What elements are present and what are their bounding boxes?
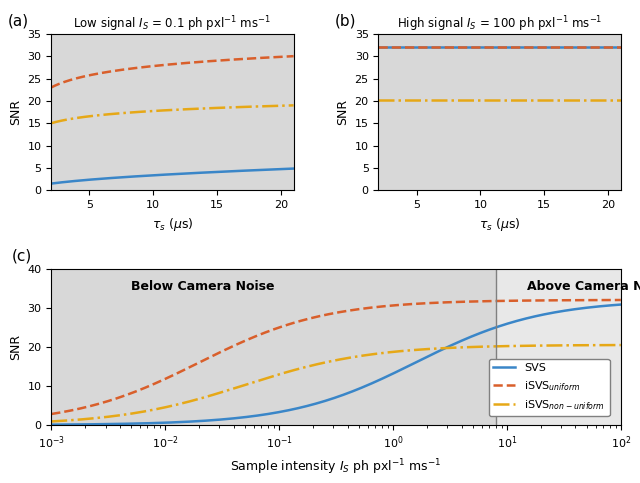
iSVS$_{non-uniform}$ bbox=[47, 419, 55, 425]
iSVS$_{uniform}$ bbox=[387, 303, 394, 309]
iSVS$_{non-uniform}$ bbox=[387, 349, 394, 355]
X-axis label: Sample intensity $I_S$ ph pxl$^{-1}$ ms$^{-1}$: Sample intensity $I_S$ ph pxl$^{-1}$ ms$… bbox=[230, 457, 442, 477]
Title: High signal $I_S$ = 100 ph pxl$^{-1}$ ms$^{-1}$: High signal $I_S$ = 100 ph pxl$^{-1}$ ms… bbox=[397, 14, 602, 34]
Y-axis label: SNR: SNR bbox=[336, 99, 349, 125]
Bar bbox=[496, 269, 621, 425]
SVS bbox=[617, 302, 625, 308]
X-axis label: $\tau_s$ ($\mu$s): $\tau_s$ ($\mu$s) bbox=[479, 215, 520, 233]
iSVS$_{uniform}$ bbox=[318, 313, 326, 319]
SVS bbox=[387, 372, 394, 378]
iSVS$_{non-uniform}$ bbox=[514, 343, 522, 349]
SVS bbox=[47, 422, 55, 427]
iSVS$_{non-uniform}$ bbox=[356, 353, 364, 359]
Line: iSVS$_{non-uniform}$: iSVS$_{non-uniform}$ bbox=[51, 345, 621, 422]
Title: Low signal $I_S$ = 0.1 ph pxl$^{-1}$ ms$^{-1}$: Low signal $I_S$ = 0.1 ph pxl$^{-1}$ ms$… bbox=[74, 14, 271, 34]
SVS bbox=[321, 398, 329, 404]
Y-axis label: SNR: SNR bbox=[9, 99, 22, 125]
iSVS$_{non-uniform}$ bbox=[321, 359, 329, 365]
SVS bbox=[514, 318, 522, 324]
iSVS$_{uniform}$ bbox=[604, 297, 611, 303]
Y-axis label: SNR: SNR bbox=[9, 334, 22, 360]
iSVS$_{uniform}$ bbox=[514, 298, 522, 303]
iSVS$_{non-uniform}$ bbox=[617, 342, 625, 348]
Line: SVS: SVS bbox=[51, 305, 621, 425]
iSVS$_{uniform}$ bbox=[617, 297, 625, 303]
Text: (b): (b) bbox=[335, 14, 356, 29]
iSVS$_{non-uniform}$ bbox=[604, 342, 611, 348]
Line: iSVS$_{uniform}$: iSVS$_{uniform}$ bbox=[51, 300, 621, 414]
iSVS$_{non-uniform}$ bbox=[318, 360, 326, 366]
SVS bbox=[356, 386, 364, 392]
Text: (c): (c) bbox=[12, 249, 31, 264]
X-axis label: $\tau_s$ ($\mu$s): $\tau_s$ ($\mu$s) bbox=[152, 215, 193, 233]
Legend: SVS, iSVS$_{uniform}$, iSVS$_{non-uniform}$: SVS, iSVS$_{uniform}$, iSVS$_{non-unifor… bbox=[489, 359, 609, 416]
iSVS$_{uniform}$ bbox=[321, 312, 329, 318]
Text: Above Camera Noise: Above Camera Noise bbox=[527, 280, 640, 293]
Text: Below Camera Noise: Below Camera Noise bbox=[131, 280, 275, 293]
iSVS$_{uniform}$ bbox=[47, 411, 55, 417]
SVS bbox=[604, 303, 611, 309]
iSVS$_{uniform}$ bbox=[356, 306, 364, 312]
SVS bbox=[318, 399, 326, 405]
Text: (a): (a) bbox=[8, 14, 29, 29]
